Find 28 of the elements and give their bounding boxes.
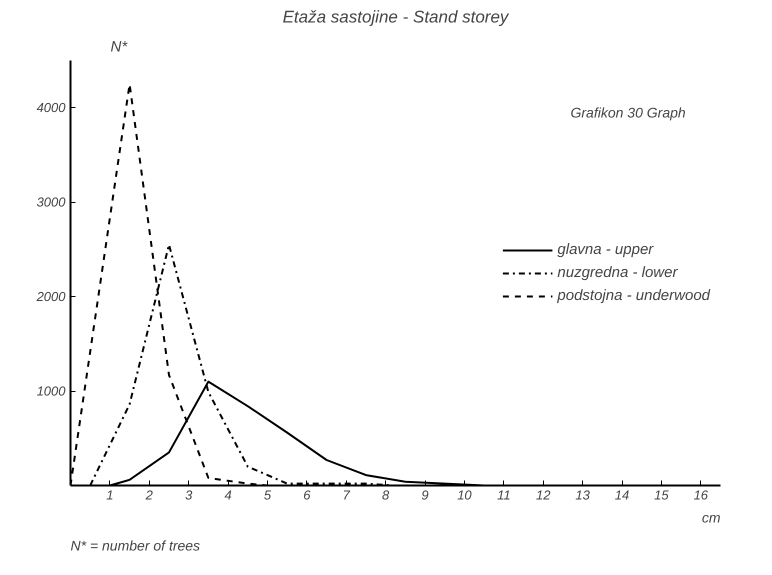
annotation: Grafikon 30 Graph — [570, 104, 686, 120]
x-tick-label: 16 — [694, 488, 709, 502]
x-axis-title: cm — [702, 510, 721, 526]
x-tick-label: 8 — [382, 488, 390, 502]
y-axis-title: N* — [110, 38, 128, 56]
legend-label: nuzgredna - lower — [557, 264, 678, 281]
x-tick-label: 10 — [457, 488, 472, 502]
chart-title: Etaža sastojine - Stand storey — [282, 8, 510, 26]
x-tick-label: 7 — [342, 488, 351, 502]
x-tick-label: 13 — [575, 488, 591, 502]
x-tick-label: 6 — [303, 488, 312, 502]
x-tick-label: 2 — [144, 488, 154, 502]
legend-label: podstojna - underwood — [557, 287, 710, 304]
x-tick-label: 5 — [264, 488, 272, 502]
x-tick-label: 3 — [185, 488, 194, 502]
x-tick-label: 11 — [497, 488, 511, 502]
x-tick-label: 4 — [224, 488, 232, 502]
x-tick-label: 1 — [106, 488, 114, 502]
text: N* = number of trees — [70, 538, 200, 554]
x-tick-label: 14 — [614, 488, 630, 502]
x-tick-label: 12 — [536, 488, 552, 502]
legend-label: glavna - upper — [557, 241, 654, 258]
y-tick-label: 4000 — [36, 100, 66, 116]
y-tick-label: 2000 — [36, 289, 66, 304]
y-tick-label: 3000 — [36, 194, 66, 210]
x-tick-label: 9 — [421, 488, 429, 502]
x-tick-label: 15 — [654, 488, 670, 502]
y-tick-label: 1000 — [36, 384, 66, 399]
